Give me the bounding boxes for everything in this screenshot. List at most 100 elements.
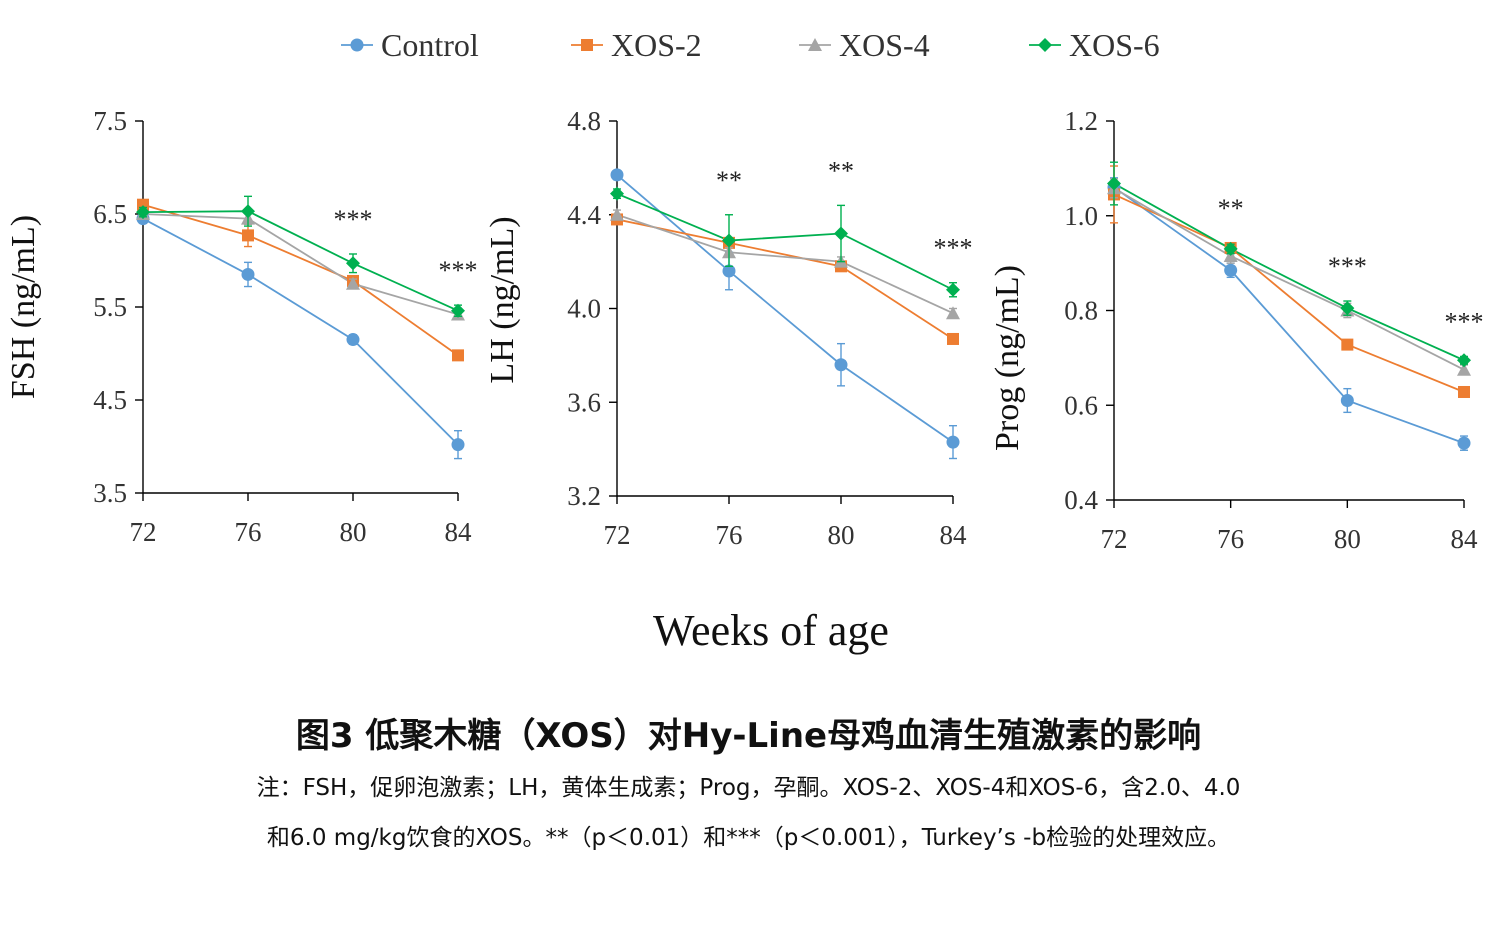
- legend-swatch-marker: [808, 38, 822, 51]
- x-tick-label: 80: [340, 517, 367, 547]
- y-tick-label: 3.5: [93, 478, 127, 508]
- data-point-xos-2: [947, 332, 959, 345]
- y-tick-label: 4.0: [567, 294, 601, 324]
- data-point-xos-6: [834, 226, 848, 241]
- data-point-xos-6: [1457, 353, 1471, 368]
- data-point-control: [1457, 436, 1471, 450]
- x-tick-label: 76: [716, 520, 743, 550]
- data-point-xos-6: [1107, 176, 1121, 191]
- significance-annotation: ***: [439, 256, 478, 285]
- y-tick-label: 0.6: [1064, 390, 1098, 420]
- x-tick-label: 84: [940, 520, 968, 550]
- y-tick-label: 3.2: [567, 481, 601, 511]
- series-line-xos-2: [142, 203, 459, 357]
- significance-annotation: **: [828, 156, 854, 185]
- series-line-xos-6: [616, 192, 954, 291]
- figure-caption-title: 图3 低聚木糖（XOS）对Hy-Line母鸡血清生殖激素的影响: [295, 716, 1202, 756]
- series-line-xos-6: [142, 210, 459, 312]
- y-tick-label: 0.8: [1064, 296, 1098, 326]
- legend-swatch-marker: [1038, 38, 1052, 52]
- y-tick-label: 3.6: [567, 387, 601, 417]
- y-tick-label: 5.5: [93, 292, 127, 322]
- x-tick-label: 72: [1101, 524, 1128, 554]
- data-point-control: [946, 435, 960, 449]
- data-point-xos-6: [241, 204, 255, 219]
- chart-panel-1: 3.5 4.5 5.5 6.5 7.5 72 76 80 84 FSH (ng/mL) *** ***: [5, 106, 478, 547]
- data-point-xos-4: [610, 207, 624, 221]
- y-tick-label: 6.5: [93, 199, 127, 229]
- data-point-xos-4: [946, 306, 960, 320]
- significance-annotation: **: [716, 166, 742, 195]
- x-tick-label: 80: [828, 520, 855, 550]
- y-axis-label: LH (ng/mL): [484, 216, 521, 383]
- data-point-control: [1340, 394, 1354, 408]
- data-point-xos-6: [722, 233, 736, 248]
- legend-entry-control: Control: [341, 27, 479, 63]
- figure-note-line-1: 注：FSH，促卵泡激素；LH，黄体生成素；Prog，孕酮。XOS-2、XOS-4…: [256, 775, 1241, 801]
- y-tick-label: 4.8: [567, 106, 601, 136]
- significance-annotation: ***: [1445, 307, 1484, 336]
- data-point-xos-4: [1457, 362, 1471, 376]
- data-point-xos-6: [136, 205, 150, 220]
- data-point-control: [241, 267, 255, 281]
- legend-label: XOS-4: [839, 27, 930, 63]
- y-tick-label: 1.0: [1064, 201, 1098, 231]
- series-line-xos-4: [142, 213, 459, 316]
- y-tick-label: 4.5: [93, 385, 127, 415]
- x-tick-label: 80: [1334, 524, 1361, 554]
- data-point-xos-2: [452, 349, 464, 362]
- series-line-xos-6: [1113, 182, 1465, 362]
- significance-annotation: ***: [934, 234, 973, 263]
- data-point-xos-2: [242, 229, 254, 242]
- x-tick-label: 76: [235, 517, 262, 547]
- data-point-control: [834, 358, 848, 372]
- series-line-control: [1113, 186, 1465, 444]
- x-tick-label: 76: [1217, 524, 1244, 554]
- legend-swatch-marker: [581, 39, 593, 51]
- figure-note-line-2: 和6.0 mg/kg饮食的XOS。**（p＜0.01）和***（p＜0.001）…: [266, 825, 1231, 851]
- x-tick-label: 72: [130, 517, 157, 547]
- data-point-control: [610, 168, 624, 182]
- series-line-control: [142, 217, 459, 446]
- significance-annotation: ***: [1328, 252, 1367, 281]
- data-point-xos-6: [346, 256, 360, 271]
- legend-label: XOS-2: [611, 27, 702, 63]
- series-line-xos-2: [616, 218, 954, 340]
- data-point-control: [451, 438, 465, 452]
- data-point-control: [722, 264, 736, 278]
- data-point-xos-6: [1223, 241, 1238, 256]
- legend-entry-xos-4: XOS-4: [799, 27, 930, 63]
- legend-swatch-marker: [350, 38, 364, 52]
- chart-figure: Control XOS-2 XOS-4 XOS-6 3.5 4.5 5.5 6.5 7.5 72…: [5, 27, 1484, 655]
- series-line-xos-4: [1113, 187, 1465, 371]
- data-point-xos-6: [946, 282, 960, 297]
- y-tick-label: 0.4: [1064, 485, 1098, 515]
- data-point-xos-4: [346, 276, 360, 290]
- series-line-xos-4: [616, 213, 954, 315]
- data-point-xos-6: [1340, 301, 1355, 316]
- legend-label: XOS-6: [1069, 27, 1160, 63]
- legend-entry-xos-2: XOS-2: [571, 27, 702, 63]
- legend-entry-xos-6: XOS-6: [1029, 27, 1160, 63]
- data-point-xos-2: [1341, 338, 1354, 351]
- y-tick-label: 7.5: [93, 106, 127, 136]
- significance-annotation: ***: [334, 205, 373, 234]
- significance-annotation: **: [1218, 194, 1244, 223]
- data-point-xos-6: [451, 303, 465, 318]
- y-tick-label: 1.2: [1064, 106, 1098, 136]
- data-point-xos-2: [1458, 385, 1470, 398]
- legend-label: Control: [381, 27, 479, 63]
- data-point-xos-6: [610, 186, 624, 201]
- x-tick-label: 72: [604, 520, 631, 550]
- shared-x-axis-label: Weeks of age: [653, 606, 889, 655]
- chart-legend: Control XOS-2 XOS-4 XOS-6: [341, 27, 1160, 63]
- x-tick-label: 84: [1451, 524, 1479, 554]
- x-tick-label: 84: [445, 517, 473, 547]
- series-line-control: [616, 174, 954, 443]
- y-axis-label: Prog (ng/mL): [989, 265, 1026, 451]
- data-point-control: [1224, 263, 1238, 277]
- y-tick-label: 4.4: [567, 200, 601, 230]
- y-axis-label: FSH (ng/mL): [5, 215, 42, 399]
